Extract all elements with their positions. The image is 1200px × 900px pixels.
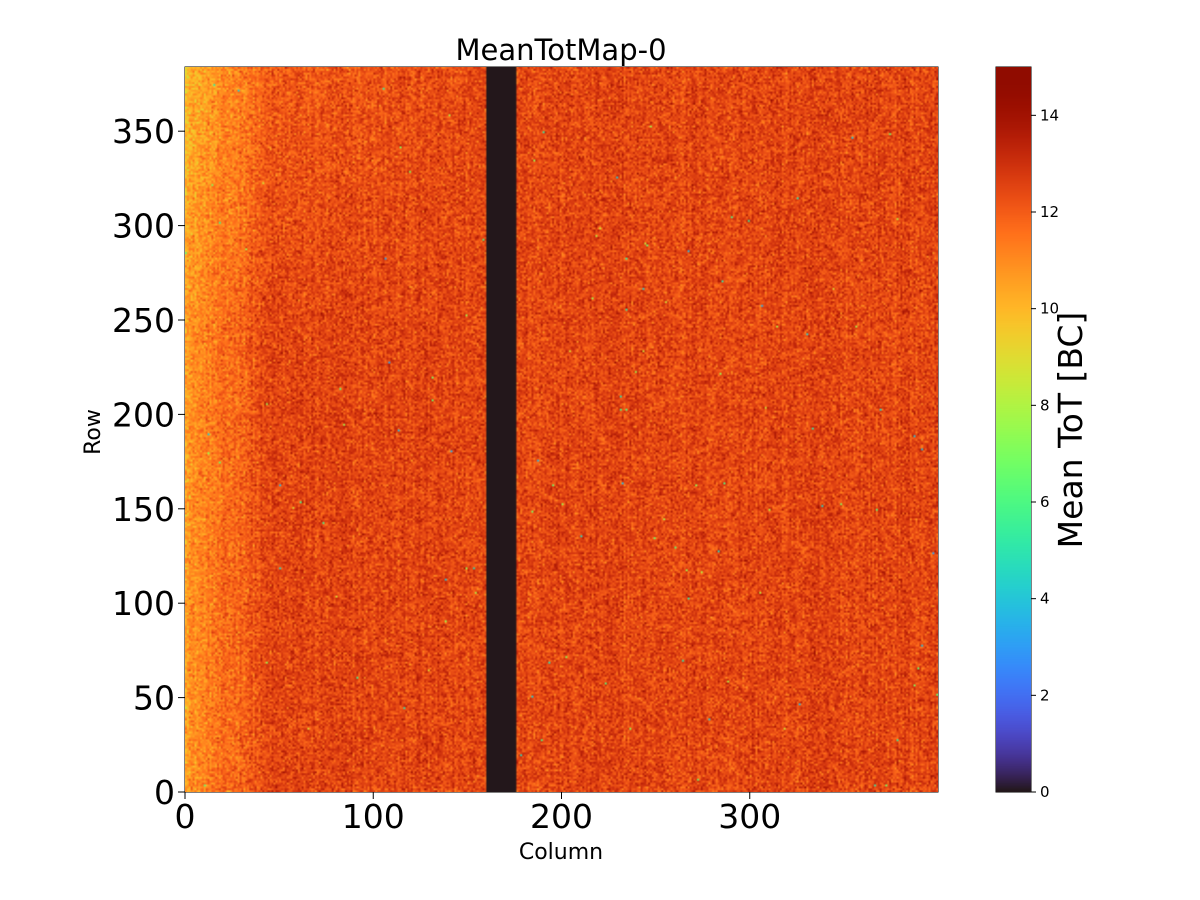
x-tick-label: 100 bbox=[342, 797, 405, 836]
y-tick-label: 350 bbox=[112, 112, 175, 151]
x-axis-ticks: 0 100 200 300 bbox=[175, 792, 781, 836]
colorbar-tick-label: 10 bbox=[1040, 300, 1059, 318]
y-tick-label: 250 bbox=[112, 301, 175, 340]
chart-title: MeanTotMap-0 bbox=[455, 33, 666, 67]
x-tick-label: 0 bbox=[175, 797, 196, 836]
colorbar-label: Mean ToT [BC] bbox=[1051, 312, 1090, 549]
y-axis-label: Row bbox=[81, 409, 106, 455]
x-tick-label: 300 bbox=[718, 797, 781, 836]
colorbar-tick-label: 0 bbox=[1040, 783, 1050, 801]
y-tick-label: 50 bbox=[133, 679, 175, 718]
colorbar-tick-label: 6 bbox=[1040, 493, 1050, 511]
colorbar-tick-label: 2 bbox=[1040, 686, 1050, 704]
y-tick-label: 300 bbox=[112, 207, 175, 246]
colorbar-gradient bbox=[996, 67, 1031, 792]
y-tick-label: 100 bbox=[112, 584, 175, 623]
x-tick-label: 200 bbox=[530, 797, 593, 836]
y-tick-label: 150 bbox=[112, 490, 175, 529]
x-axis-label: Column bbox=[519, 840, 603, 865]
colorbar-tick-label: 14 bbox=[1040, 106, 1059, 124]
y-tick-label: 0 bbox=[154, 773, 175, 812]
y-axis-ticks: 0 50 100 150 200 250 300 350 bbox=[112, 112, 185, 812]
colorbar-tick-label: 12 bbox=[1040, 203, 1059, 221]
heatmap-image bbox=[185, 67, 938, 792]
colorbar-tick-label: 8 bbox=[1040, 396, 1050, 414]
colorbar-ticks: 0 2 4 6 8 10 12 14 bbox=[1031, 106, 1059, 801]
colorbar-tick-label: 4 bbox=[1040, 590, 1050, 608]
y-tick-label: 200 bbox=[112, 395, 175, 434]
